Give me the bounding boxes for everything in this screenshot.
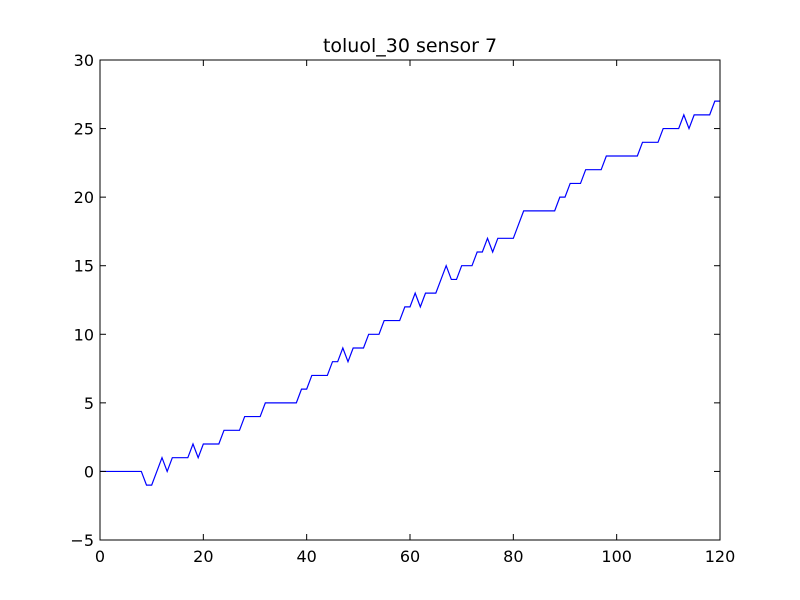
y-tick-label: −5	[70, 531, 94, 550]
x-tick-label: 20	[193, 547, 213, 566]
y-tick-label: 30	[74, 51, 94, 70]
y-tick-label: 5	[84, 394, 94, 413]
y-tick-label: 0	[84, 462, 94, 481]
plot-area	[100, 100, 720, 486]
y-tick-label: 20	[74, 188, 94, 207]
y-tick-label: 25	[74, 120, 94, 139]
x-tick-label: 100	[601, 547, 632, 566]
y-tick-label: 15	[74, 257, 94, 276]
y-tick-label: 10	[74, 325, 94, 344]
chart-title: toluol_30 sensor 7	[323, 35, 497, 57]
x-tick-label: 60	[400, 547, 420, 566]
x-tick-label: 40	[296, 547, 316, 566]
x-tick-label: 120	[705, 547, 736, 566]
x-tick-label: 0	[95, 547, 105, 566]
axes-frame	[99, 59, 721, 541]
x-tick-label: 80	[503, 547, 523, 566]
series-line-0	[100, 100, 720, 486]
